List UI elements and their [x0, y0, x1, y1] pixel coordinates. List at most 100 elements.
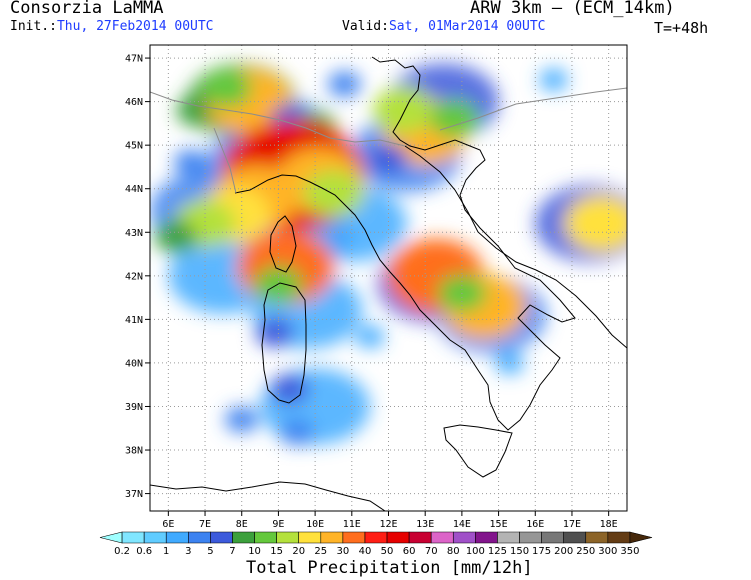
init-time: Init.:Thu, 27Feb2014 00UTC: [10, 19, 214, 34]
precip-cell-27: [225, 406, 259, 433]
lat-label: 40N: [125, 358, 143, 369]
sicily-coast: [443, 424, 513, 478]
precip-cell-26: [280, 419, 314, 446]
colorbar-cell-17: [475, 531, 498, 544]
lon-label: 6E: [162, 519, 174, 530]
colorbar-cell-19: [519, 531, 542, 544]
colorbar-cell-11: [342, 531, 366, 544]
colorbar-labels: 0.2 0.6 1 3 5 7 10 15 20 25 30 40 50 60 70 80 100 125 150 1…: [114, 546, 639, 557]
lon-label: 12E: [379, 519, 397, 530]
colorbar-cell-10: [320, 531, 344, 544]
colorbar-cell-21: [563, 531, 587, 544]
colorbar-cells: [99, 531, 653, 544]
colorbar-label: 200: [554, 546, 573, 557]
lon-label: 17E: [563, 519, 581, 530]
colorbar-label: 1: [163, 546, 169, 557]
lat-label: 46N: [125, 97, 143, 108]
africa-coast: [150, 481, 386, 511]
colorbar-label: 175: [532, 546, 551, 557]
colorbar-label: 30: [337, 546, 350, 557]
precip-cell-30: [327, 71, 361, 97]
longitude-labels: 6E 7E 8E 9E 10E 11E 12E 13E 14E 15E 16E 17E 18E: [162, 511, 618, 530]
border-austria: [439, 87, 627, 131]
colorbar-label: 100: [466, 546, 485, 557]
colorbar-label: 3: [185, 546, 191, 557]
lon-label: 18E: [600, 519, 618, 530]
colorbar-cell-24: [629, 531, 653, 544]
colorbar-label: 125: [488, 546, 507, 557]
colorbar-cell-8: [276, 531, 300, 544]
colorbar-cell-15: [430, 531, 454, 544]
colorbar-label: 80: [447, 546, 460, 557]
precip-cell-15: [255, 317, 294, 347]
colorbar-label: 70: [425, 546, 438, 557]
lat-label: 41N: [125, 315, 143, 326]
colorbar-cell-1: [121, 531, 145, 544]
lat-label: 43N: [125, 228, 143, 239]
precip-cell-12: [302, 169, 365, 217]
colorbar-cell-16: [452, 531, 476, 544]
colorbar-cell-18: [497, 531, 520, 544]
adriatic-east-coast: [404, 145, 627, 349]
precip-cell-31: [539, 68, 568, 91]
lon-label: 9E: [272, 519, 284, 530]
lat-label: 42N: [125, 271, 143, 282]
colorbar-cell-5: [210, 531, 233, 544]
colorbar-label: 300: [598, 546, 617, 557]
colorbar-label: 150: [510, 546, 529, 557]
lat-label: 44N: [125, 184, 143, 195]
organization-title: Consorzia LaMMA: [10, 0, 164, 18]
model-title: ARW 3km – (ECM_14km): [470, 0, 675, 18]
colorbar-label: 0.6: [136, 546, 152, 557]
lat-label: 47N: [125, 54, 143, 65]
colorbar-cell-9: [298, 531, 322, 544]
colorbar-cell-2: [143, 531, 167, 544]
colorbar-cell-4: [188, 531, 211, 544]
precip-cell-28: [355, 325, 385, 348]
lon-label: 14E: [453, 519, 471, 530]
colorbar-label: 25: [314, 546, 327, 557]
colorbar-label: 250: [576, 546, 595, 557]
border-france-italy: [213, 127, 237, 194]
country-borders: [150, 87, 627, 194]
lat-label: 45N: [125, 141, 143, 152]
lon-label: 10E: [306, 519, 324, 530]
precip-cell-24: [173, 149, 207, 176]
colorbar-cell-22: [585, 531, 609, 544]
colorbar-label: 0.2: [114, 546, 130, 557]
colorbar-cell-13: [386, 531, 410, 544]
colorbar-label: 50: [381, 546, 394, 557]
lat-label: 37N: [125, 489, 143, 500]
colorbar-cell-14: [408, 531, 432, 544]
colorbar-label: 5: [207, 546, 213, 557]
sardinia-coast: [261, 282, 307, 404]
colorbar-cell-0: [99, 531, 123, 544]
precip-cell-14: [253, 265, 304, 304]
colorbar-label: 10: [248, 546, 261, 557]
colorbar-cell-23: [607, 531, 631, 544]
corsica-coast: [269, 215, 297, 273]
colorbar-cell-6: [232, 531, 255, 544]
precip-cell-2: [202, 69, 252, 108]
colorbar-label: 350: [620, 546, 639, 557]
colorbar-cell-7: [254, 531, 277, 544]
lon-label: 7E: [199, 519, 211, 530]
valid-time: Valid:Sat, 01Mar2014 00UTC: [342, 19, 546, 34]
valid-label: Valid:: [342, 19, 389, 34]
lon-label: 13E: [416, 519, 434, 530]
lon-label: 16E: [526, 519, 544, 530]
colorbar-label: 20: [292, 546, 305, 557]
colorbar-cell-12: [364, 531, 388, 544]
lon-label: 15E: [490, 519, 508, 530]
precip-cell-23: [564, 195, 627, 252]
precip-cell-21: [372, 86, 434, 134]
colorbar-cell-20: [541, 531, 564, 544]
colorbar-label: 15: [270, 546, 283, 557]
valid-value: Sat, 01Mar2014 00UTC: [388, 19, 546, 34]
colorbar-label: 60: [403, 546, 416, 557]
lon-label: 8E: [236, 519, 248, 530]
latitude-labels: 47N 46N 45N 44N 43N 42N 41N 40N 39N 38N 37N: [125, 54, 150, 500]
precip-cell-22: [429, 100, 480, 139]
